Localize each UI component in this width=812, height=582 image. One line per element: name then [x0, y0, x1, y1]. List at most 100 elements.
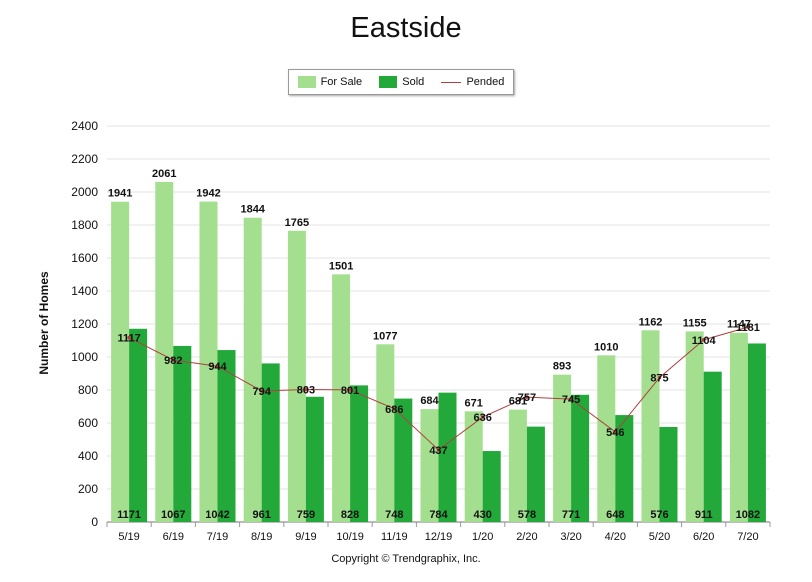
data-label-sold: 1171: [117, 509, 141, 521]
bar-sold: [394, 398, 413, 522]
data-label-pended: 686: [385, 404, 403, 416]
point-pended: [613, 430, 618, 434]
chart-title: Eastside: [350, 12, 462, 44]
data-label-sold: 1082: [736, 509, 760, 521]
bar-for-sale: [420, 409, 439, 522]
y-tick-label: 0: [91, 515, 98, 529]
bar-sold: [703, 371, 722, 522]
data-label-for-sale: 893: [553, 361, 571, 373]
x-tick-label: 9/19: [295, 531, 316, 543]
y-tick-label: 600: [78, 416, 98, 430]
data-label-sold: 576: [650, 509, 668, 521]
bar-sold: [217, 350, 236, 522]
data-label-pended: 546: [606, 427, 624, 439]
point-pended: [127, 335, 131, 340]
point-pended: [569, 397, 573, 401]
copyright-footer: Copyright © Trendgraphix, Inc.: [331, 553, 481, 565]
point-pended: [348, 388, 352, 392]
x-tick-label: 5/20: [649, 531, 670, 543]
data-label-for-sale: 1844: [240, 204, 265, 216]
data-label-pended: 982: [164, 355, 182, 367]
bar-for-sale: [685, 331, 704, 522]
x-tick-label: 10/19: [336, 531, 364, 543]
data-label-for-sale: 1147: [727, 319, 751, 331]
data-label-pended: 757: [518, 392, 536, 404]
data-label-for-sale: 671: [465, 397, 483, 409]
data-label-sold: 911: [695, 509, 713, 521]
data-label-pended: 636: [474, 412, 492, 424]
data-label-sold: 759: [297, 509, 315, 521]
bar-sold: [350, 385, 369, 522]
data-label-sold: 828: [341, 509, 359, 521]
point-pended: [480, 415, 485, 419]
x-tick-label: 7/20: [737, 531, 758, 543]
bar-for-sale: [597, 355, 616, 522]
legend-item-for-sale[interactable]: For Sale: [297, 76, 363, 88]
y-tick-label: 800: [78, 383, 98, 397]
x-tick-label: 11/19: [381, 531, 408, 543]
x-tick-label: 6/19: [163, 531, 184, 543]
bar-for-sale: [199, 201, 218, 522]
data-label-pended: 1104: [692, 335, 717, 347]
x-tick-label: 6/20: [693, 531, 714, 543]
bar-sold: [438, 392, 457, 522]
y-tick-label: 2400: [71, 119, 98, 133]
legend-label-pended: Pended: [466, 76, 505, 88]
bar-for-sale: [376, 344, 395, 522]
data-label-for-sale: 1765: [285, 217, 309, 229]
bar-for-sale: [729, 332, 748, 522]
data-label-pended: 794: [253, 386, 272, 398]
data-label-for-sale: 1942: [196, 188, 220, 200]
data-label-for-sale: 681: [509, 396, 527, 408]
data-label-sold: 771: [562, 509, 580, 521]
point-pended: [392, 407, 397, 411]
y-tick-label: 1200: [71, 317, 98, 331]
y-tick-label: 1600: [71, 251, 98, 265]
bar-for-sale: [243, 217, 262, 523]
bar-for-sale: [641, 330, 660, 522]
bar-sold: [659, 426, 678, 522]
data-label-pended: 745: [562, 394, 580, 406]
point-pended: [436, 448, 441, 452]
x-tick-label: 8/19: [251, 531, 272, 543]
data-label-for-sale: 1077: [373, 330, 397, 342]
data-label-sold: 578: [518, 509, 536, 521]
legend: For Sale Sold Pended: [288, 69, 514, 95]
data-label-sold: 648: [606, 509, 624, 521]
data-label-for-sale: 1010: [594, 341, 618, 353]
data-label-for-sale: 1162: [639, 316, 663, 328]
bar-for-sale: [464, 411, 483, 522]
legend-label-sold: Sold: [402, 76, 425, 88]
x-tick-label: 1/20: [472, 531, 493, 543]
legend-item-pended[interactable]: Pended: [441, 76, 504, 88]
point-pended: [304, 387, 308, 392]
data-label-sold: 1042: [205, 509, 229, 521]
data-label-for-sale: 1941: [108, 188, 132, 200]
point-pended: [657, 375, 662, 380]
point-pended: [171, 358, 176, 362]
x-tick-label: 7/19: [207, 531, 228, 543]
data-label-sold: 430: [474, 509, 492, 521]
x-tick-label: 12/19: [425, 531, 453, 543]
y-tick-label: 1400: [71, 284, 98, 298]
bar-sold: [173, 345, 192, 522]
point-pended: [259, 389, 264, 393]
y-tick-label: 1000: [71, 350, 98, 364]
bar-sold: [482, 451, 501, 522]
data-label-pended: 1181: [736, 322, 760, 334]
legend-swatch-for-sale: [297, 76, 316, 88]
data-label-pended: 1117: [117, 333, 140, 345]
bar-for-sale: [155, 181, 174, 522]
data-label-for-sale: 684: [420, 395, 439, 407]
bar-sold: [261, 363, 280, 522]
legend-item-sold[interactable]: Sold: [379, 76, 424, 88]
bar-sold: [747, 343, 766, 522]
legend-label-for-sale: For Sale: [320, 76, 363, 88]
legend-line-pended: [441, 81, 462, 83]
point-pended: [215, 364, 220, 369]
y-tick-label: 1800: [71, 218, 98, 232]
data-label-pended: 944: [208, 361, 227, 373]
data-label-sold: 748: [385, 509, 403, 521]
point-pended: [701, 338, 706, 342]
